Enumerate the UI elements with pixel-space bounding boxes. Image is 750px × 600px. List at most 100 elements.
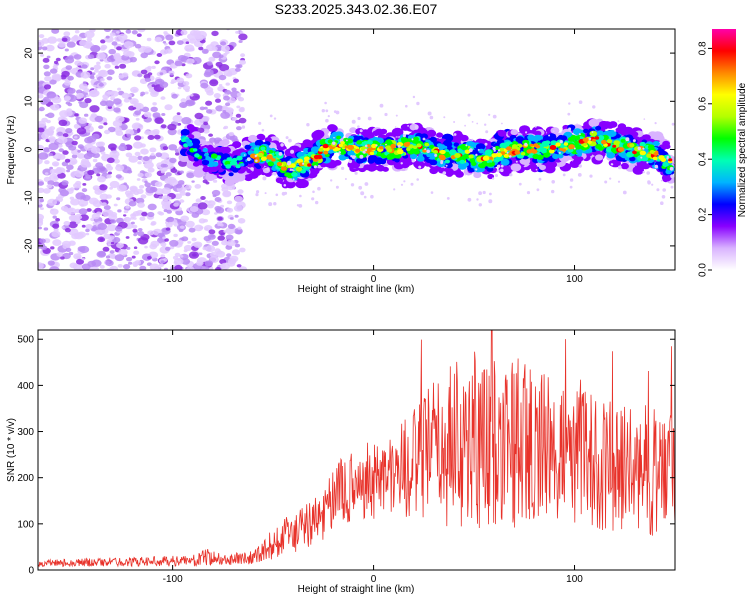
snr-ylabel: SNR (10 * v/v)	[6, 418, 17, 482]
heatmap-cell	[330, 179, 333, 182]
heatmap-cell	[205, 100, 213, 106]
x-tick-label: -100	[163, 574, 183, 585]
heatmap-cell	[106, 174, 112, 179]
heatmap-cell	[215, 267, 222, 270]
heatmap-cell	[137, 73, 143, 78]
heatmap-cell	[85, 224, 93, 230]
heatmap-cell	[150, 221, 157, 226]
heatmap-cell	[96, 61, 101, 65]
colorbar: 0.0 0.2 0.4 0.6 0.8 Normalized spectral ampl…	[698, 29, 748, 277]
heatmap-cell	[201, 209, 211, 216]
heatmap-cell	[236, 64, 243, 69]
heatmap-cell	[414, 160, 425, 170]
heatmap-cell	[160, 254, 166, 258]
heatmap-cell	[539, 164, 546, 171]
heatmap-cell	[157, 211, 163, 215]
heatmap-cell	[217, 235, 225, 241]
heatmap-cell	[134, 43, 142, 49]
heatmap-cell	[160, 49, 168, 55]
heatmap-cell	[108, 171, 112, 175]
heatmap-cell	[578, 100, 583, 104]
heatmap-cell	[576, 123, 578, 126]
heatmap-cell	[39, 207, 44, 211]
heatmap-cell	[357, 125, 360, 128]
heatmap-cell	[179, 225, 185, 229]
heatmap-cell	[46, 184, 53, 189]
heatmap-cell	[133, 233, 138, 237]
heatmap-cell	[318, 148, 324, 152]
heatmap-cell	[154, 117, 164, 124]
heatmap-cell	[642, 134, 651, 141]
heatmap-cell	[186, 141, 194, 147]
heatmap-cell	[589, 174, 593, 178]
heatmap-cell	[191, 237, 197, 242]
heatmap-cell	[169, 73, 174, 76]
heatmap-cell	[96, 173, 101, 177]
heatmap-cell	[632, 139, 636, 143]
heatmap-cell	[195, 35, 204, 42]
heatmap-cell	[359, 154, 364, 159]
heatmap-cell	[118, 249, 128, 256]
heatmap-cell	[276, 161, 283, 167]
heatmap-cell	[149, 147, 157, 153]
heatmap-cell	[536, 188, 540, 192]
heatmap-cell	[184, 184, 192, 190]
heatmap-cell	[440, 160, 444, 163]
heatmap-cell	[110, 267, 115, 270]
heatmap-cell	[46, 91, 57, 99]
heatmap-cell	[114, 226, 123, 232]
heatmap-cell	[65, 128, 73, 134]
heatmap-cell	[63, 207, 70, 213]
heatmap-cell	[181, 236, 189, 242]
heatmap-cell	[436, 143, 443, 148]
heatmap-cell	[227, 258, 237, 265]
heatmap-cell	[167, 196, 172, 200]
heatmap-cell	[670, 154, 673, 157]
heatmap-cell	[250, 153, 257, 159]
heatmap-cell	[144, 172, 152, 178]
heatmap-cell	[91, 148, 98, 152]
heatmap-cell	[169, 239, 179, 247]
heatmap-cell	[96, 250, 107, 258]
heatmap-cell	[264, 137, 272, 143]
heatmap-cell	[238, 33, 248, 41]
heatmap-cell	[422, 137, 426, 141]
heatmap-cell	[57, 154, 66, 160]
heatmap-cell	[405, 168, 408, 171]
heatmap-cell	[165, 227, 171, 231]
heatmap-cell	[350, 183, 355, 187]
heatmap-cell	[487, 162, 493, 167]
heatmap-cell	[559, 140, 563, 144]
heatmap-cell	[573, 147, 576, 150]
heatmap-cell	[61, 180, 69, 186]
heatmap-cell	[416, 178, 420, 181]
heatmap-cell	[262, 176, 267, 181]
heatmap-cell	[639, 150, 646, 156]
heatmap-cell	[594, 136, 600, 140]
heatmap-cell	[491, 177, 495, 180]
heatmap-cell	[393, 188, 396, 191]
heatmap-cell	[244, 144, 252, 150]
heatmap-cell	[77, 153, 86, 159]
colorbar-tick-label: 0.6	[698, 96, 709, 110]
heatmap-cell	[62, 133, 69, 138]
heatmap-cell	[181, 117, 192, 125]
heatmap-cell	[239, 106, 245, 111]
heatmap-cell	[362, 150, 366, 154]
heatmap-cell	[333, 110, 337, 113]
heatmap-cell	[130, 221, 135, 225]
heatmap-cell	[453, 142, 460, 147]
heatmap-cell	[125, 129, 135, 136]
heatmap-cell	[662, 162, 669, 167]
heatmap-cell	[375, 144, 378, 147]
heatmap-cell	[99, 184, 108, 191]
heatmap-cell	[592, 105, 596, 109]
heatmap-cell	[471, 161, 477, 166]
heatmap-cell	[496, 169, 500, 173]
heatmap-cell	[185, 100, 191, 105]
x-tick-label: 100	[566, 274, 583, 285]
y-tick-label: 100	[17, 519, 34, 530]
heatmap-cell	[356, 157, 364, 164]
heatmap-cell	[654, 122, 657, 125]
